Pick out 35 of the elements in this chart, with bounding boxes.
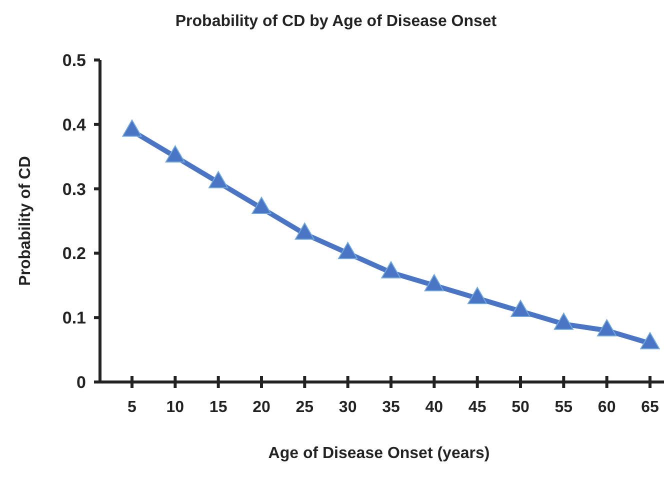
y-tick-label: 0.3	[62, 180, 86, 199]
point	[510, 300, 530, 318]
y-axis-title: Probability of CD	[17, 156, 34, 286]
x-axis-title: Age of Disease Onset (years)	[268, 445, 490, 462]
point	[468, 287, 488, 304]
x-tick-label: 60	[598, 399, 616, 416]
point	[554, 312, 574, 330]
y-tick-label: 0.4	[62, 115, 87, 134]
x-tick-label: 10	[166, 399, 184, 416]
y-tick-label: 0	[76, 372, 86, 392]
x-tick-label: 45	[468, 399, 486, 416]
x-tick-label: 40	[425, 399, 444, 416]
point	[294, 222, 314, 240]
point	[165, 145, 185, 162]
point	[208, 171, 228, 188]
point	[597, 319, 617, 336]
x-tick-label: 5	[128, 399, 137, 416]
point	[424, 274, 444, 292]
x-tick-label: 65	[641, 399, 659, 416]
x-tick-label: 15	[209, 399, 228, 416]
point	[381, 261, 401, 278]
y-tick-label: 0.2	[62, 244, 86, 264]
x-tick-label: 55	[554, 399, 573, 416]
x-tick-label: 30	[338, 399, 357, 416]
x-tick-label: 20	[252, 399, 270, 416]
x-tick-label: 25	[296, 399, 314, 416]
y-tick-label: 0.1	[62, 308, 86, 328]
y-tick-label: 0.5	[62, 50, 86, 70]
point	[252, 196, 272, 214]
x-tick-label: 35	[382, 399, 400, 416]
x-tick-label: 50	[512, 399, 530, 416]
point	[122, 120, 142, 137]
point	[640, 332, 660, 350]
point	[338, 242, 358, 260]
chart-title: Probability of CD by Age of Disease Onset	[175, 13, 498, 30]
